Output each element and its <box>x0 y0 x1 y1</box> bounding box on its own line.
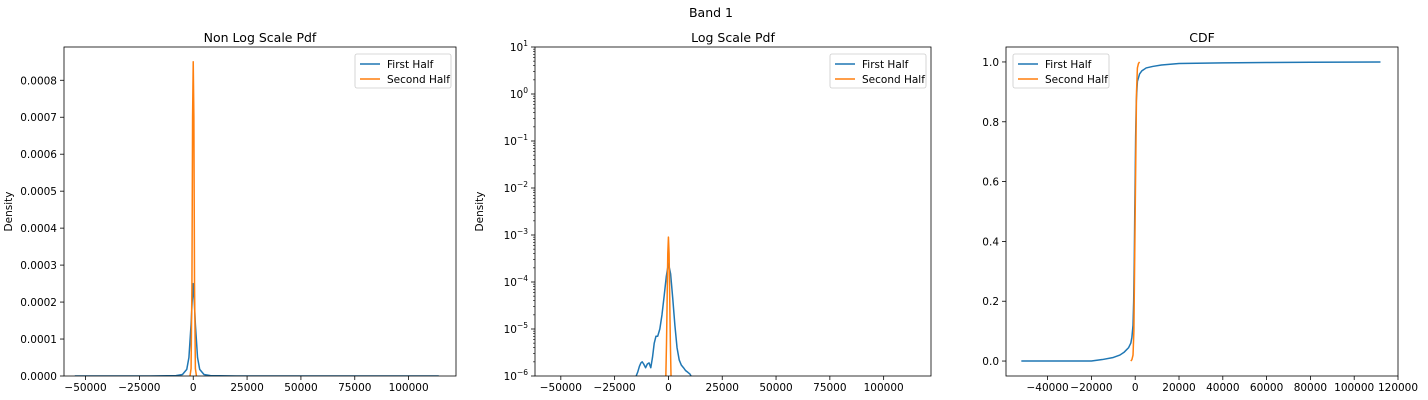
legend-label: First Half <box>1045 59 1092 71</box>
y-tick-label: 10−1 <box>504 133 529 148</box>
y-axis-label: Density <box>3 192 15 232</box>
y-tick-label: 0.0008 <box>20 75 57 87</box>
legend-label: Second Half <box>862 74 925 86</box>
y-tick-label: 0.0007 <box>20 112 57 124</box>
x-tick-label: 0 <box>190 382 197 394</box>
y-tick-label: 0.6 <box>982 177 999 189</box>
y-tick-label: 0.8 <box>982 117 999 129</box>
y-tick-label: 101 <box>510 39 528 54</box>
chart-title: CDF <box>1189 30 1215 45</box>
y-tick-label: 0.0004 <box>20 223 57 235</box>
y-tick-label: 0.0003 <box>20 260 57 272</box>
series-line-second-half <box>189 61 198 376</box>
y-tick-label: 0.0002 <box>20 297 57 309</box>
x-tick-label: 80000 <box>1294 382 1327 394</box>
series-line-second-half <box>665 236 672 376</box>
y-tick-label: 0.0001 <box>20 334 57 346</box>
y-tick-label: 1.0 <box>982 57 999 69</box>
y-tick-label: 10−2 <box>504 180 529 195</box>
y-axis-label: Density <box>474 192 486 232</box>
series-line-first-half <box>1021 61 1381 362</box>
chart-panel-3: CDF −40000 −20000 0 20000 40000 60000 80000 1000… <box>982 30 1418 394</box>
series-line-second-half <box>1130 61 1141 362</box>
y-tick-label: 100 <box>510 86 528 101</box>
legend: First Half Second Half <box>354 53 452 89</box>
axes-frame <box>534 46 932 377</box>
x-tick-label: 25000 <box>230 382 263 394</box>
y-tick-label: 0.0005 <box>20 186 57 198</box>
x-tick-label: 100000 <box>864 382 904 394</box>
y-tick-label: 10−3 <box>504 227 529 242</box>
x-tick-label: 75000 <box>338 382 371 394</box>
x-tick-label: 50000 <box>284 382 317 394</box>
y-tick-label: 0.0000 <box>20 371 57 383</box>
y-tick-label: 10−4 <box>504 274 529 289</box>
x-tick-label: 60000 <box>1250 382 1283 394</box>
figure-suptitle: Band 1 <box>689 5 733 20</box>
legend: First Half Second Half <box>1012 53 1110 89</box>
x-tick-label: 0 <box>1132 382 1139 394</box>
x-tick-label: 100000 <box>1334 382 1374 394</box>
y-tick-label: 0.0006 <box>20 149 57 161</box>
x-tick-label: 0 <box>665 382 672 394</box>
x-tick-label: 40000 <box>1206 382 1239 394</box>
legend-label: First Half <box>862 59 909 71</box>
y-tick-label: 10−6 <box>504 368 529 383</box>
x-tick-label: −40000 <box>1027 382 1069 394</box>
x-tick-label: 100000 <box>389 382 429 394</box>
x-tick-label: −50000 <box>64 382 106 394</box>
x-tick-label: 75000 <box>813 382 846 394</box>
chart-panel-1: Non Log Scale Pdf Density −50000 −25000 0 250… <box>3 30 457 394</box>
chart-title: Non Log Scale Pdf <box>204 30 317 45</box>
y-tick-label: 0.4 <box>982 236 999 248</box>
x-tick-label: −25000 <box>118 382 160 394</box>
legend-label: First Half <box>387 59 434 71</box>
x-tick-label: −50000 <box>540 382 582 394</box>
legend: First Half Second Half <box>829 53 927 89</box>
x-tick-label: −20000 <box>1070 382 1112 394</box>
x-tick-label: −25000 <box>594 382 636 394</box>
y-tick-label: 10−5 <box>504 321 529 336</box>
x-tick-label: 25000 <box>706 382 739 394</box>
chart-title: Log Scale Pdf <box>691 30 775 45</box>
x-tick-label: 120000 <box>1378 382 1418 394</box>
x-tick-label: 50000 <box>759 382 792 394</box>
axes-frame <box>1005 46 1399 377</box>
x-tick-label: 20000 <box>1162 382 1195 394</box>
axes-frame <box>63 46 457 377</box>
chart-panel-2: Log Scale Pdf Density −50000 −25000 0 25000 50… <box>474 30 932 394</box>
legend-label: Second Half <box>387 74 450 86</box>
y-tick-label: 0.0 <box>982 356 999 368</box>
series-line-first-half <box>74 282 439 376</box>
legend-label: Second Half <box>1045 74 1108 86</box>
series-line-first-half <box>635 262 692 376</box>
y-tick-label: 0.2 <box>982 296 999 308</box>
